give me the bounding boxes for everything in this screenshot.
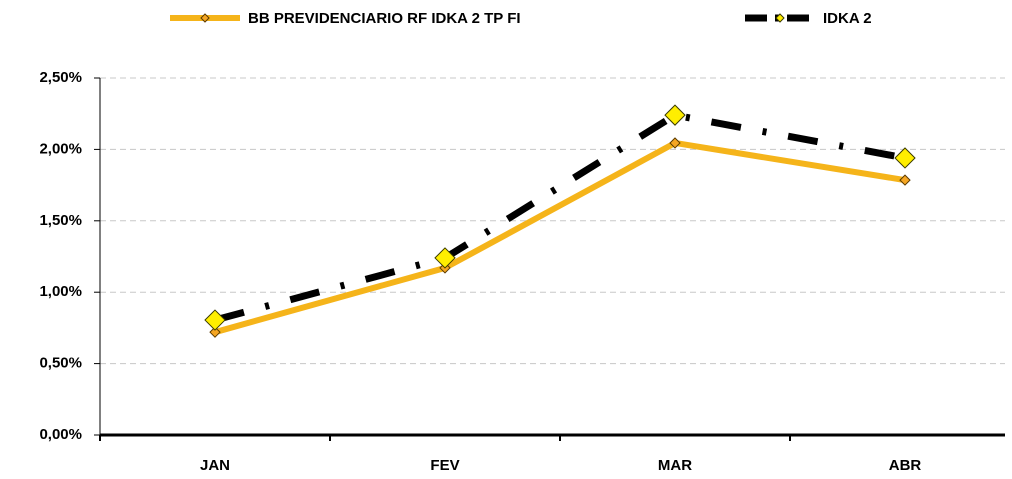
y-tick-label: 0,00% (39, 426, 82, 443)
series-line (214, 139, 906, 336)
legend-label: IDKA 2 (823, 10, 872, 27)
y-tick-label: 1,00% (39, 283, 82, 300)
y-tick-label: 0,50% (39, 355, 82, 372)
x-tick-label: JAN (200, 457, 230, 474)
data-point (664, 104, 686, 126)
y-tick-label: 2,00% (39, 140, 82, 157)
legend-marker (775, 13, 785, 23)
x-tick-label: MAR (658, 457, 692, 474)
x-tick-label: ABR (889, 457, 922, 474)
legend-label: BB PREVIDENCIARIO RF IDKA 2 TP FI (248, 10, 521, 27)
series-line (214, 111, 906, 324)
data-point (894, 147, 916, 169)
x-tick-label: FEV (430, 457, 459, 474)
y-tick-label: 1,50% (39, 212, 82, 229)
data-point (434, 247, 456, 269)
legend-marker (200, 13, 210, 23)
data-point (204, 309, 226, 331)
data-point (209, 326, 221, 338)
y-tick-label: 2,50% (39, 69, 82, 86)
data-point (899, 174, 911, 186)
data-point (669, 137, 681, 149)
